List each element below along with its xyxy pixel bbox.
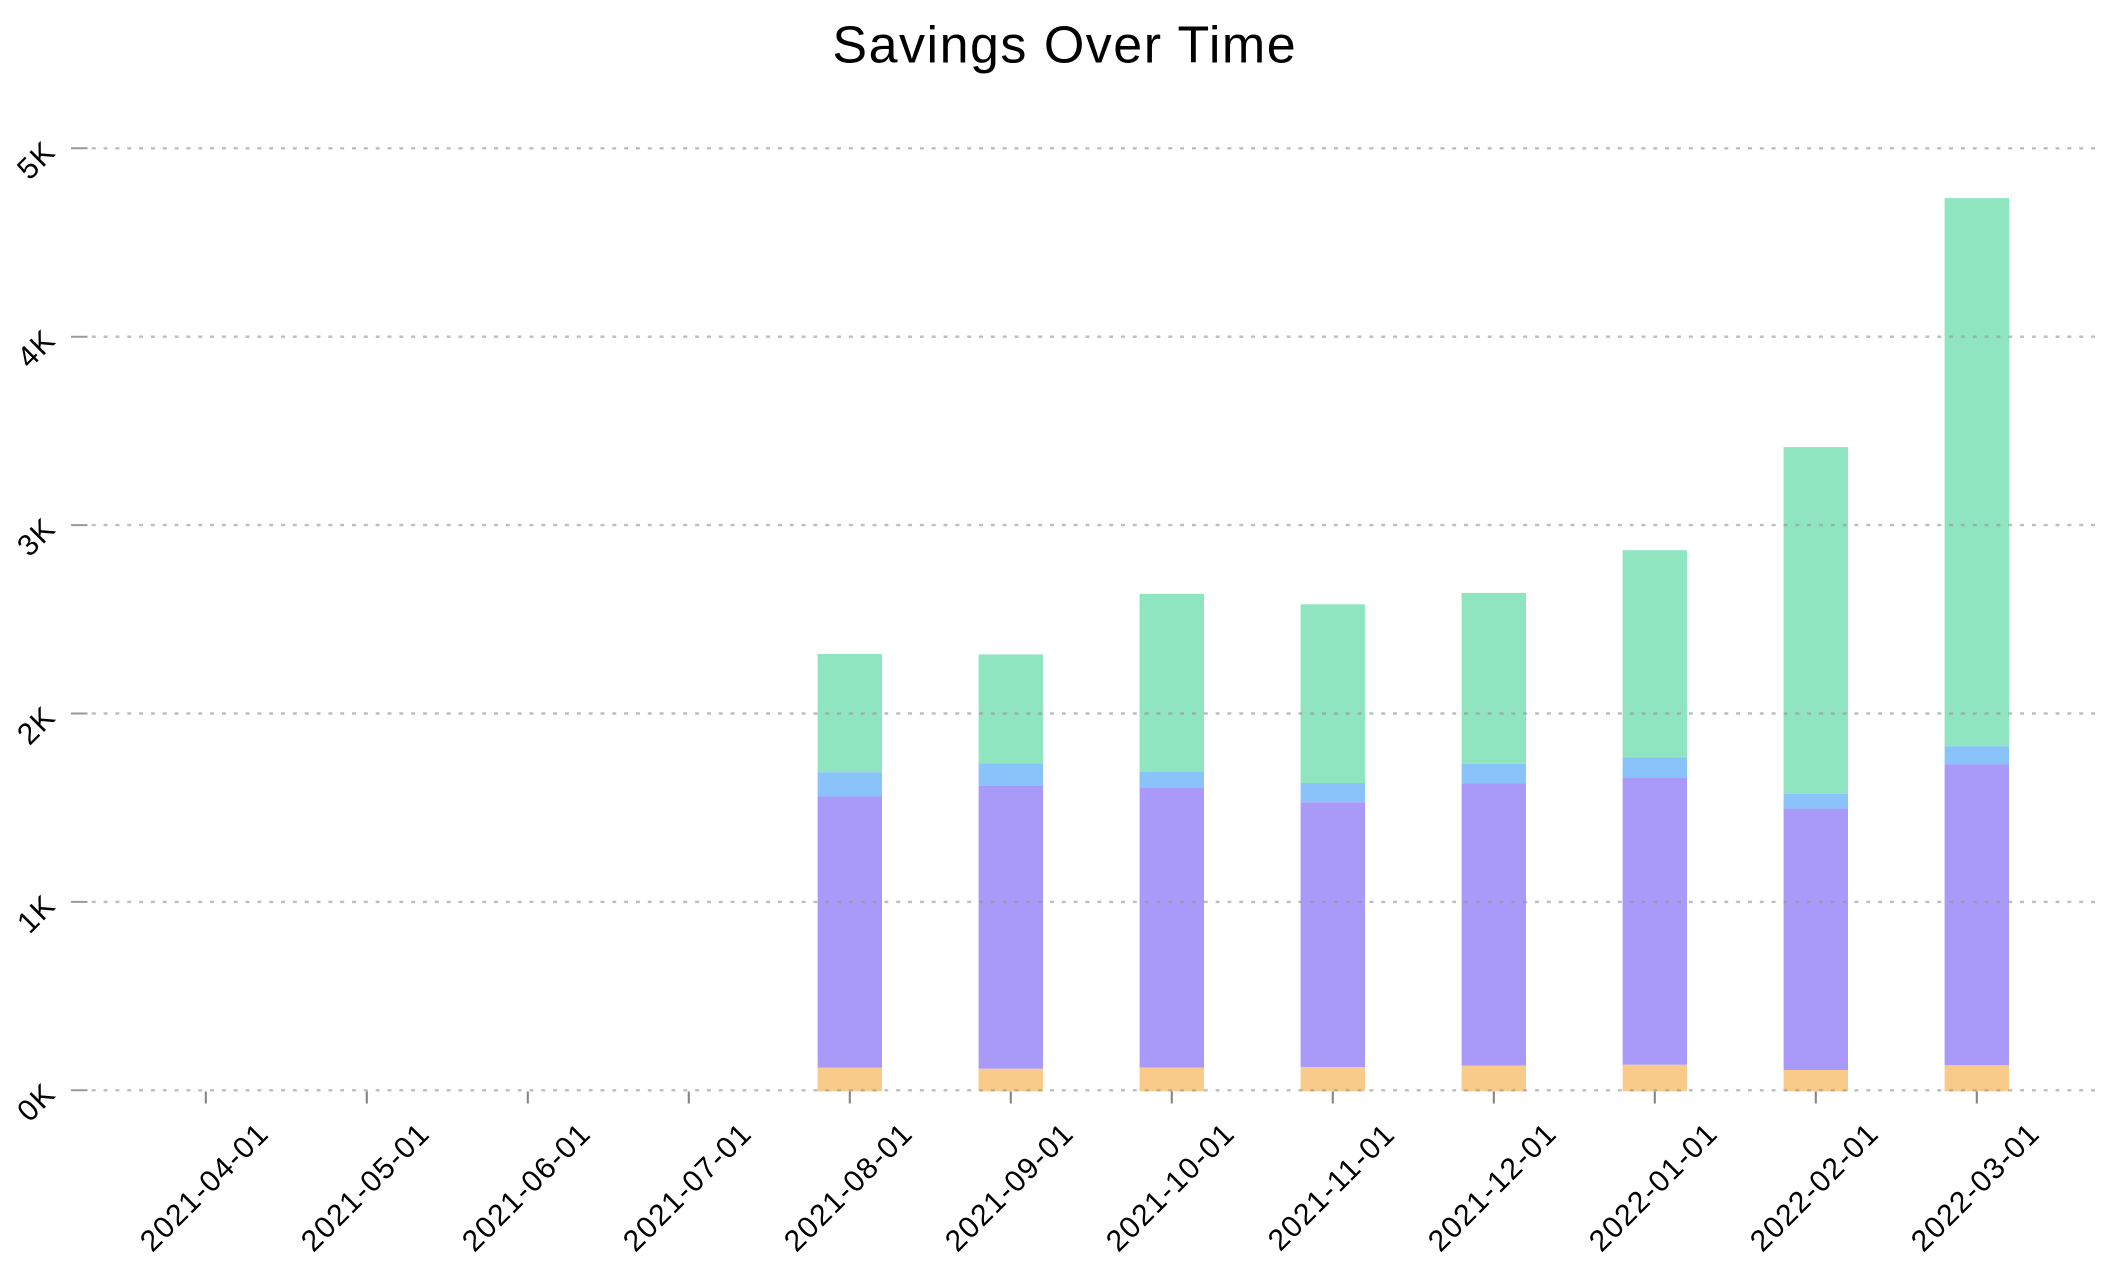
svg-text:Savings Over Time: Savings Over Time	[832, 16, 1297, 74]
